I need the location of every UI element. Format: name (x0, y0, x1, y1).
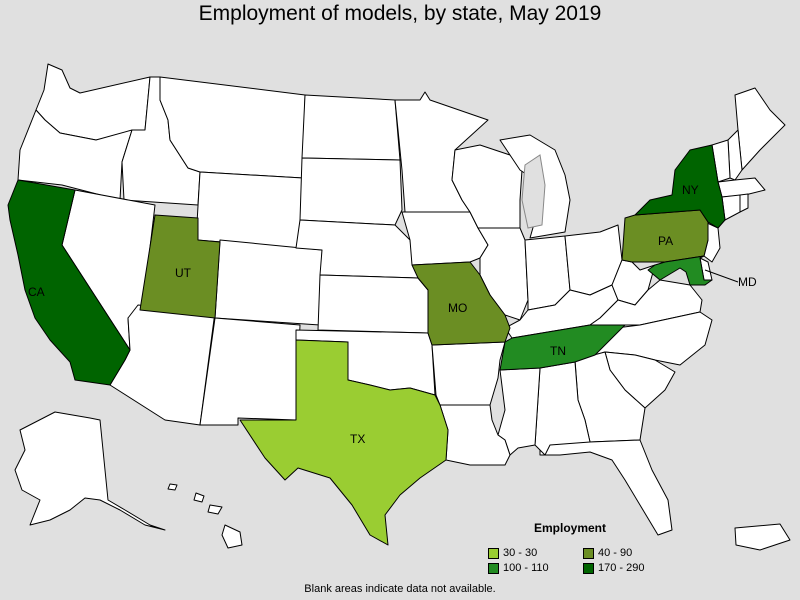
legend-swatch-1 (488, 547, 499, 559)
state-ri[interactable] (739, 193, 749, 213)
state-ak[interactable] (14, 411, 166, 531)
state-ma[interactable] (717, 177, 766, 198)
legend-label-3: 100 - 110 (503, 562, 549, 574)
label-ny: NY (682, 183, 699, 197)
state-wy[interactable] (195, 171, 304, 249)
state-ca[interactable] (7, 179, 131, 386)
state-mi[interactable] (499, 134, 571, 239)
state-tn[interactable] (499, 324, 626, 371)
md-leader-line (704, 269, 739, 283)
state-hi-island-4 (167, 483, 178, 491)
label-md: MD (738, 275, 757, 289)
legend-item-2: 40 - 90 (583, 546, 632, 560)
legend-swatch-2 (583, 547, 594, 559)
state-ut[interactable] (139, 214, 221, 319)
legend-item-4: 170 - 290 (583, 561, 644, 575)
legend-item-1: 30 - 30 (488, 546, 537, 560)
footnote: Blank areas indicate data not available. (304, 583, 496, 595)
state-hi[interactable] (221, 524, 243, 549)
legend-swatch-4 (583, 562, 594, 574)
lake-michigan (521, 154, 546, 229)
legend-label-2: 40 - 90 (598, 547, 633, 559)
legend-item-3: 100 - 110 (488, 561, 549, 575)
state-me[interactable] (734, 87, 786, 171)
label-tx: TX (350, 432, 365, 446)
legend-swatch-3 (488, 562, 499, 574)
state-hi-island-2 (193, 492, 205, 503)
state-mo[interactable] (411, 261, 511, 346)
label-tn: TN (550, 344, 566, 358)
state-fl[interactable] (539, 439, 673, 536)
label-pa: PA (658, 234, 673, 248)
state-md[interactable] (647, 255, 713, 286)
state-ar[interactable] (431, 341, 506, 406)
label-mo: MO (448, 301, 467, 315)
state-nd[interactable] (301, 94, 401, 161)
legend-title: Employment (534, 521, 607, 535)
legend-label-4: 170 - 290 (598, 562, 645, 574)
map-title: Employment of models, by state, May 2019 (198, 2, 602, 25)
state-ny[interactable] (634, 144, 726, 229)
state-al[interactable] (534, 361, 591, 456)
state-co[interactable] (214, 239, 323, 326)
state-ks[interactable] (317, 274, 429, 334)
state-sd[interactable] (299, 157, 403, 226)
territory-pr[interactable] (734, 523, 791, 551)
state-tx[interactable] (239, 339, 449, 546)
state-nm[interactable] (199, 317, 301, 426)
label-ca: CA (28, 285, 45, 299)
label-ut: UT (175, 266, 192, 280)
state-hi-island-3 (207, 504, 223, 515)
legend-label-1: 30 - 30 (503, 547, 538, 559)
